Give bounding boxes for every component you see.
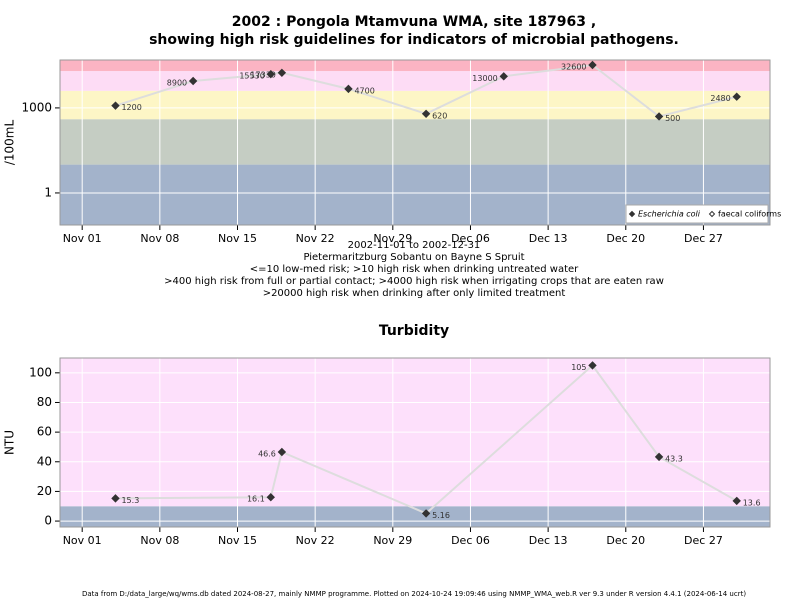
y-tick-label: 0	[44, 514, 52, 528]
x-tick-label: Nov 08	[140, 534, 179, 547]
x-tick-label: Nov 29	[373, 232, 412, 245]
plot-frame	[59, 357, 771, 528]
x-tick-label: Nov 22	[296, 534, 335, 547]
y-tick-label: 40	[37, 454, 52, 468]
data-label: 500	[665, 114, 680, 123]
data-label: 1200	[121, 103, 141, 112]
x-tick-label: Nov 22	[296, 232, 335, 245]
data-label: 13000	[472, 74, 497, 83]
legend-box	[625, 204, 769, 224]
data-point	[421, 509, 431, 518]
risk-band	[60, 60, 770, 72]
chart-title: 2002 : Pongola Mtamvuna WMA, site 187963…	[232, 14, 596, 30]
data-point	[654, 112, 664, 121]
data-point	[111, 101, 120, 110]
data-label: 2480	[710, 94, 730, 103]
x-tick-label: Dec 06	[451, 534, 490, 547]
data-label: 16.1	[247, 495, 265, 504]
x-tick-label: Dec 27	[684, 232, 723, 245]
y-tick-label: 1	[44, 185, 52, 199]
data-point	[277, 447, 287, 457]
y-axis-label: /100mL	[3, 120, 17, 166]
plot-frame	[59, 59, 771, 226]
data-label: 15530	[239, 72, 264, 81]
risk-band	[60, 90, 770, 120]
legend-marker	[628, 210, 636, 218]
data-label: 43.3	[665, 454, 683, 463]
legend-marker	[708, 210, 716, 218]
x-tick-label: Nov 15	[218, 534, 257, 547]
y-tick-label: 100	[29, 365, 52, 379]
x-tick-label: Nov 15	[218, 232, 257, 245]
data-label: 5.16	[432, 511, 450, 520]
note: Pietermaritzburg Sobantu on Bayne S Spru…	[303, 252, 524, 263]
data-label: 32600	[561, 63, 586, 72]
data-point	[266, 69, 275, 79]
y-tick-label: 20	[37, 484, 52, 498]
x-tick-label: Nov 01	[63, 232, 102, 245]
data-point	[588, 60, 597, 70]
x-tick-label: Nov 29	[373, 534, 412, 547]
data-label: 105	[571, 363, 586, 372]
data-point	[277, 68, 287, 78]
chart-subtitle: showing high risk guidelines for indicat…	[149, 32, 679, 48]
data-point	[499, 72, 508, 81]
data-label: 17330	[250, 70, 275, 79]
data-point	[732, 496, 741, 506]
data-point	[421, 109, 431, 119]
data-point	[188, 76, 198, 86]
data-point	[344, 84, 353, 94]
y-tick-label: 60	[37, 425, 52, 439]
data-point	[588, 361, 597, 370]
data-point	[732, 92, 741, 101]
x-tick-label: Dec 13	[529, 232, 568, 245]
legend-label: faecal coliforms	[718, 210, 781, 219]
y-tick-label: 80	[37, 395, 52, 409]
x-tick-label: Dec 13	[529, 534, 568, 547]
x-tick-label: Dec 27	[684, 534, 723, 547]
data-label: 620	[432, 111, 447, 120]
chart-title: Turbidity	[379, 323, 449, 339]
note: <=10 low-med risk; >10 high risk when dr…	[250, 264, 579, 275]
footer: Data from D:/data_large/wq/wms.db dated …	[82, 590, 746, 598]
data-label: 46.6	[258, 449, 276, 458]
note: >400 high risk from full or partial cont…	[164, 276, 664, 287]
y-axis-label: NTU	[3, 430, 17, 455]
x-tick-label: Dec 06	[451, 232, 490, 245]
data-point	[111, 494, 120, 503]
data-label: 13.6	[743, 498, 761, 507]
x-tick-label: Dec 20	[606, 534, 645, 547]
data-point	[654, 452, 664, 462]
legend-label: Escherichia coli	[638, 210, 701, 219]
series-line	[115, 63, 737, 118]
data-point	[266, 492, 275, 502]
y-tick-label: 1000	[21, 100, 52, 114]
data-label: 4700	[354, 86, 374, 95]
data-label: 8900	[167, 78, 187, 87]
note: >20000 high risk when drinking after onl…	[263, 288, 566, 299]
risk-band	[60, 119, 770, 165]
note: 2002-11-01 to 2002-12-31	[348, 240, 481, 251]
x-tick-label: Nov 01	[63, 534, 102, 547]
x-tick-label: Dec 20	[606, 232, 645, 245]
data-label: 15.3	[121, 496, 139, 505]
x-tick-label: Nov 08	[140, 232, 179, 245]
